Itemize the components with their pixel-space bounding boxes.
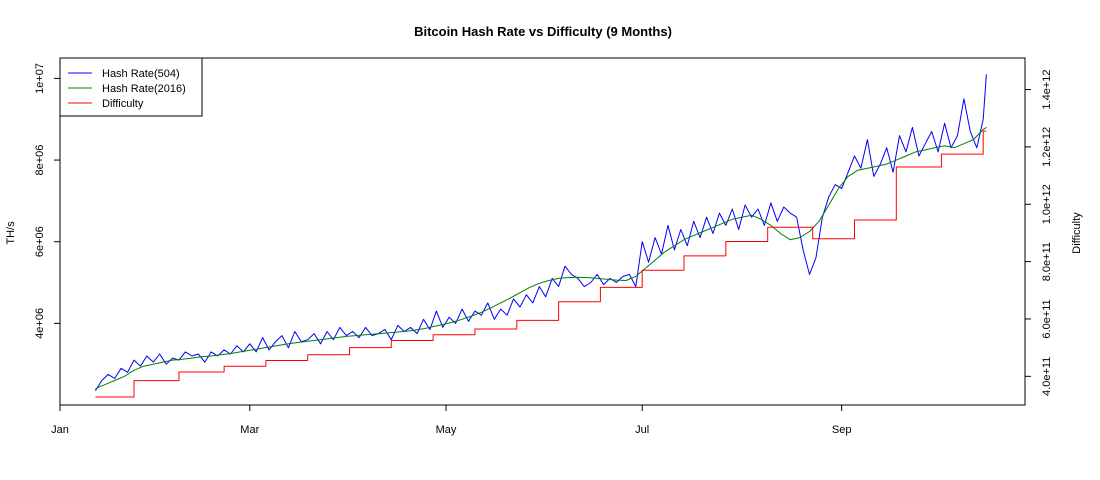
left-tick-label: 6e+06 — [34, 226, 46, 257]
x-axis: Jan Mar May Jul Sep — [51, 405, 851, 436]
legend-box — [59, 57, 203, 117]
right-axis-label: Difficulty — [1071, 212, 1083, 254]
legend-label: Hash Rate(504) — [102, 68, 180, 80]
series-line-hash-rate-2016 — [95, 126, 987, 390]
x-tick-label: Mar — [240, 424, 259, 436]
right-tick-label: 1.0e+12 — [1041, 184, 1053, 224]
left-y-axis: 4e+06 6e+06 8e+06 1e+07 — [34, 63, 60, 339]
right-tick-label: 1.4e+12 — [1041, 70, 1053, 110]
left-axis-label: TH/s — [5, 221, 17, 245]
plot-box — [59, 57, 1026, 406]
right-tick-label: 4.0e+11 — [1041, 357, 1053, 396]
legend-label: Difficulty — [102, 98, 144, 110]
x-tick-label: Jul — [635, 424, 649, 436]
series-line-difficulty — [95, 130, 987, 398]
right-y-axis: 4.0e+11 6.0e+11 8.0e+11 1.0e+12 1.2e+12 1.4e+… — [1025, 70, 1053, 396]
left-tick-label: 4e+06 — [34, 308, 46, 339]
series-line-hash-rate-504 — [94, 74, 987, 391]
right-tick-label: 1.2e+12 — [1041, 127, 1053, 167]
x-tick-label: May — [436, 424, 457, 436]
plot-frame — [59, 57, 1026, 406]
left-tick-label: 8e+06 — [34, 145, 46, 176]
chart-title: Bitcoin Hash Rate vs Difficulty (9 Month… — [414, 24, 672, 39]
x-tick-label: Sep — [832, 424, 852, 436]
left-tick-label: 1e+07 — [34, 63, 46, 94]
legend-label: Hash Rate(2016) — [102, 83, 186, 95]
series-layer — [94, 74, 987, 398]
legend: Hash Rate(504) Hash Rate(2016) Difficulty — [59, 57, 203, 117]
x-tick-label: Jan — [51, 424, 69, 436]
right-tick-label: 6.0e+11 — [1041, 299, 1053, 338]
right-tick-label: 8.0e+11 — [1041, 242, 1053, 281]
